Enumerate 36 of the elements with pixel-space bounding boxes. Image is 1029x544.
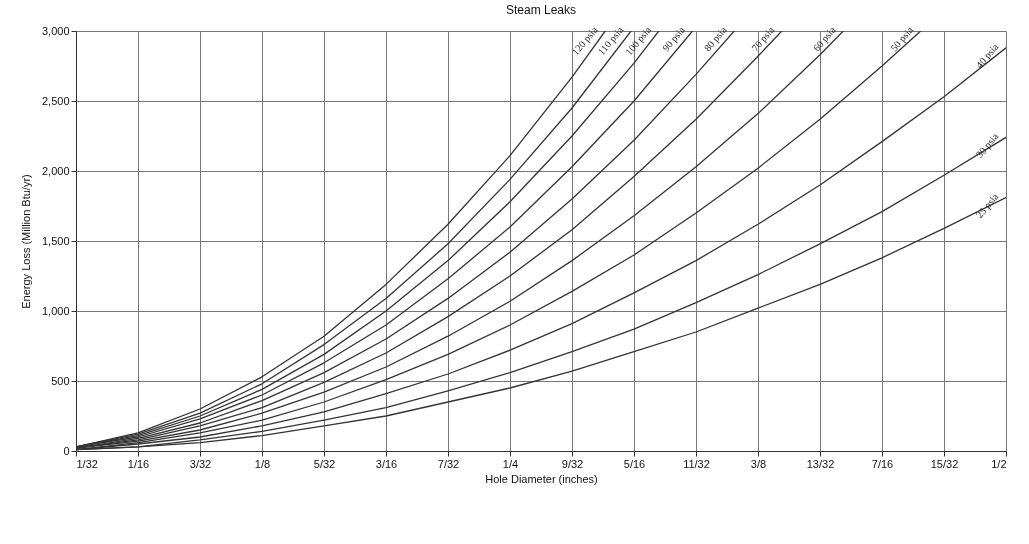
text: 80 psia <box>701 23 729 54</box>
y-tick-label: 500 <box>51 374 70 387</box>
text: 40 psia <box>973 40 1001 71</box>
x-tick-label: 7/32 <box>437 457 460 470</box>
x-tick-label: 13/32 <box>806 457 835 470</box>
x-tick-label: 11/32 <box>683 457 710 470</box>
text: 50 psia <box>888 23 916 54</box>
x-tick-label: 3/8 <box>750 457 767 470</box>
x-tick-label: 3/32 <box>189 457 212 470</box>
x-tick-label: 1/4 <box>502 457 519 470</box>
y-tick-label: 1,000 <box>41 304 70 317</box>
x-tick-label: 5/16 <box>623 457 646 470</box>
text: 90 psia <box>660 23 688 54</box>
x-tick-label: 1/16 <box>127 457 150 470</box>
y-tick-label: 1,500 <box>41 234 70 247</box>
text: 120 psia <box>569 23 600 58</box>
text: 70 psia <box>749 23 777 54</box>
text: 100 psia <box>623 23 654 58</box>
x-axis-title: Hole Diameter (inches) <box>485 472 598 485</box>
y-tick-label: 3,000 <box>41 24 70 37</box>
x-tick-label: 1/8 <box>254 457 271 470</box>
x-tick-label: 1/2 <box>991 457 1007 470</box>
x-tick-label: 15/32 <box>930 457 959 470</box>
y-tick-label: 2,500 <box>41 94 70 107</box>
y-axis-title: Energy Loss (Million Btu/yr) <box>19 174 32 309</box>
text: 60 psia <box>810 23 839 54</box>
x-tick-label: 7/16 <box>871 457 894 470</box>
y-tick-label: 0 <box>63 444 70 457</box>
x-tick-label: 5/32 <box>313 457 336 470</box>
x-tick-label: 9/32 <box>561 457 584 470</box>
text: 30 psia <box>973 130 1001 160</box>
chart-title: Steam Leaks <box>505 3 577 17</box>
text: 25 psia <box>973 190 1001 221</box>
x-tick-label: 1/32 <box>76 457 98 470</box>
x-tick-label: 3/16 <box>375 457 398 470</box>
y-tick-label: 2,000 <box>41 164 70 177</box>
